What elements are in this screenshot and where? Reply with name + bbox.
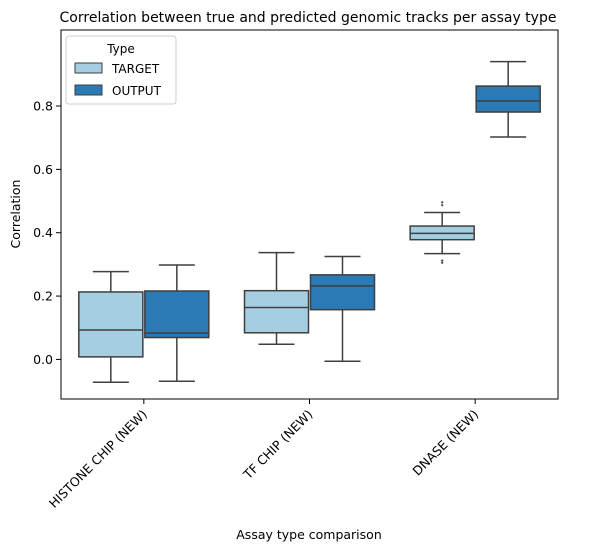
legend-swatch-output [74,84,103,96]
x-tick-label: TF CHIP (NEW) [240,407,316,483]
legend-label-output: OUTPUT [112,84,162,98]
legend: Type TARGET OUTPUT [65,35,177,105]
box-output-1 [309,274,376,311]
legend-title: Type [106,42,135,56]
x-tick-label: HISTONE CHIP (NEW) [46,407,150,511]
box-output-2 [475,85,541,113]
y-axis: 0.0 0.2 0.4 0.6 0.8 [33,99,61,367]
x-axis-label: Assay type comparison [236,527,382,542]
boxes-layer [78,60,541,383]
y-axis-label: Correlation [8,180,23,249]
box-target-1 [243,289,310,334]
legend-label-target: TARGET [111,62,160,76]
box-target-0 [78,291,144,358]
y-tick-label: 0.8 [33,99,53,114]
outlier-point-target-2-1 [440,203,444,207]
x-axis: HISTONE CHIP (NEW) TF CHIP (NEW) DNASE (NE… [46,399,481,511]
outlier-point-target-2-3 [440,261,444,265]
chart-title: Correlation between true and predicted g… [60,10,557,26]
outlier-point-target-2-0 [440,201,444,204]
outlier-point-target-2-2 [440,259,444,262]
y-tick-label: 0.2 [33,289,53,304]
legend-swatch-target [74,62,103,74]
y-tick-label: 0.4 [33,225,53,240]
y-tick-label: 0.6 [33,162,53,177]
y-tick-label: 0.0 [33,352,53,367]
x-tick-label: DNASE (NEW) [409,407,481,479]
box-output-0 [144,290,210,339]
